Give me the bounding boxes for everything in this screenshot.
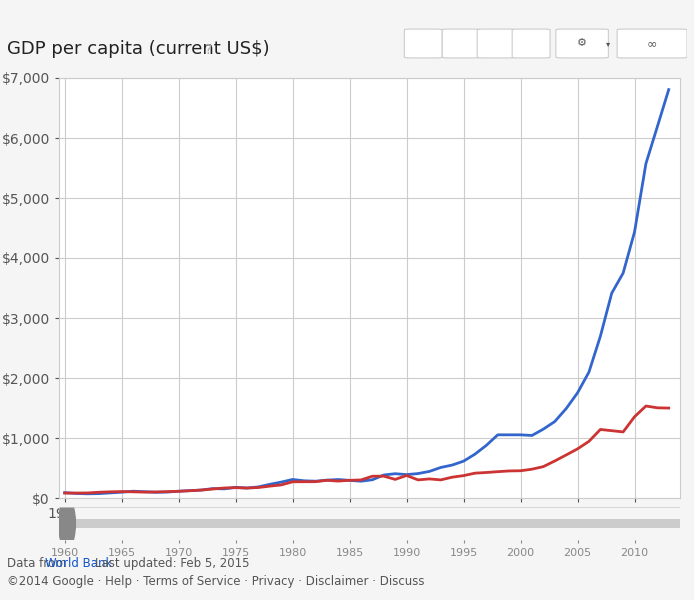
Text: ?: ? (205, 43, 212, 57)
FancyBboxPatch shape (512, 29, 550, 58)
Text: ©2014 Google · Help · Terms of Service · Privacy · Disclaimer · Discuss: ©2014 Google · Help · Terms of Service ·… (7, 575, 425, 588)
Text: World Bank: World Bank (45, 557, 112, 570)
Text: GDP per capita (current US$): GDP per capita (current US$) (7, 40, 269, 58)
FancyBboxPatch shape (405, 29, 442, 58)
Text: ▾: ▾ (607, 39, 611, 48)
FancyBboxPatch shape (617, 29, 687, 58)
FancyBboxPatch shape (556, 29, 609, 58)
Text: ∞: ∞ (647, 37, 657, 50)
Text: ⚙: ⚙ (577, 38, 587, 49)
FancyBboxPatch shape (477, 29, 515, 58)
Text: Data from: Data from (7, 557, 70, 570)
Text: Last updated: Feb 5, 2015: Last updated: Feb 5, 2015 (80, 557, 249, 570)
Bar (59, 518, 680, 529)
Circle shape (58, 497, 76, 550)
FancyBboxPatch shape (442, 29, 480, 58)
